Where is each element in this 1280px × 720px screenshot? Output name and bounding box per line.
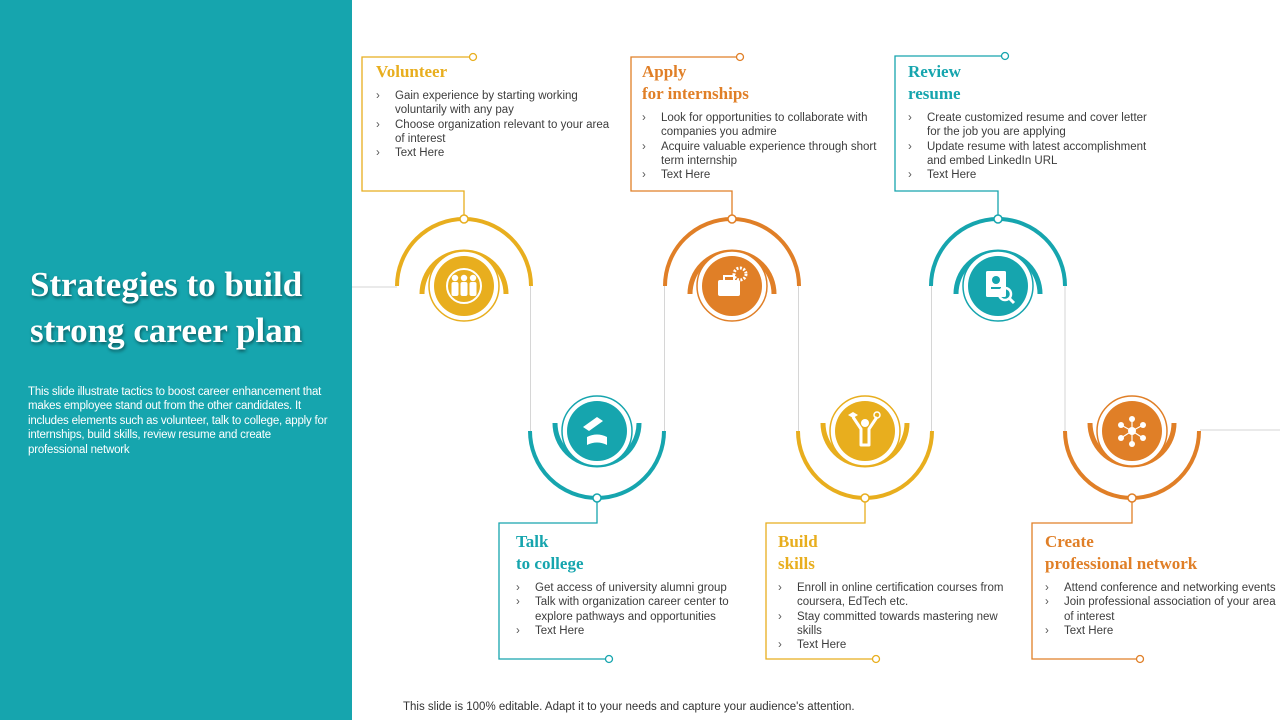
bullet-item: Text Here	[376, 146, 616, 161]
apex-dot	[993, 214, 1003, 224]
bullet-item: Text Here	[642, 168, 882, 183]
stage-heading: Talk to college	[516, 532, 584, 573]
icon-body	[451, 282, 459, 296]
bracket-end-dot	[1000, 51, 1010, 61]
icon-node	[1129, 416, 1135, 422]
icon-body	[460, 282, 468, 296]
stage-heading: Volunteer	[376, 62, 448, 81]
stage-heading: Apply for internships	[642, 62, 749, 103]
bullet-item: Acquire valuable experience through shor…	[642, 140, 882, 169]
left-panel: Strategies to build strong career plan T…	[0, 0, 352, 720]
icon-briefcase	[718, 280, 740, 296]
stage-text-talk-to-college: Talk to college Get access of university…	[516, 531, 756, 638]
stage-bullets: Create customized resume and cover lette…	[908, 111, 1148, 183]
bullet-item: Gain experience by starting working volu…	[376, 89, 616, 118]
stage-heading: Review resume	[908, 62, 961, 103]
bullet-item: Enroll in online certification courses f…	[778, 581, 1018, 610]
icon-diploma	[583, 417, 603, 431]
icon-disk	[835, 401, 895, 461]
briefcase-gear-icon	[718, 266, 748, 296]
bracket-line	[894, 55, 1001, 215]
icon-ring	[446, 268, 482, 304]
person-skills-icon	[848, 411, 881, 447]
resume-search-icon	[986, 271, 1016, 305]
stage-bullets: Enroll in online certification courses f…	[778, 581, 1018, 653]
bracket-line	[498, 502, 605, 660]
icon-node	[1140, 422, 1146, 428]
slide-title: Strategies to build strong career plan	[30, 265, 303, 350]
icon-body	[851, 416, 879, 447]
bullet-item: Look for opportunities to collaborate wi…	[642, 111, 882, 140]
icon-node	[1118, 435, 1124, 441]
bullet-item: Text Here	[516, 624, 756, 639]
apex-dot	[727, 214, 737, 224]
apex-dot	[860, 493, 870, 503]
bullet-item: Text Here	[778, 638, 1018, 653]
stage-bullets: Attend conference and networking events …	[1045, 581, 1280, 638]
apex-dot	[1127, 493, 1137, 503]
bullet-item: Text Here	[1045, 624, 1280, 639]
stage-text-review-resume: Review resume Create customized resume a…	[908, 61, 1148, 183]
footer-note: This slide is 100% editable. Adapt it to…	[403, 701, 855, 713]
stage-bullets: Look for opportunities to collaborate wi…	[642, 111, 882, 183]
network-icon	[1118, 416, 1146, 447]
bracket-end-dot	[468, 52, 478, 62]
icon-gear	[873, 411, 881, 419]
bracket-line	[765, 502, 872, 660]
stage-node	[361, 52, 533, 322]
bracket-line	[630, 56, 736, 215]
icon-head	[861, 419, 869, 427]
icon-disk	[567, 401, 627, 461]
icon-body	[469, 282, 477, 296]
icon-avatar	[992, 276, 1000, 284]
bullet-item: Update resume with latest accomplishment…	[908, 140, 1148, 169]
stage-heading: Build skills	[778, 532, 818, 573]
bullet-item: Talk with organization career center to …	[516, 595, 756, 624]
bullet-item: Choose organization relevant to your are…	[376, 118, 616, 147]
icon-cap	[848, 412, 858, 418]
stage-node	[498, 395, 666, 664]
icon-line	[991, 287, 1001, 289]
bracket-end-dot	[735, 52, 745, 62]
bullet-item: Join professional association of your ar…	[1045, 595, 1280, 624]
icon-lens-handle	[1007, 296, 1016, 305]
slide-description: This slide illustrate tactics to boost c…	[28, 386, 328, 456]
apex-dot	[592, 493, 602, 503]
icon-head	[460, 274, 468, 282]
icon-node	[1140, 435, 1146, 441]
stage-text-volunteer: Volunteer Gain experience by starting wo…	[376, 61, 616, 161]
bracket-end-dot	[1135, 654, 1145, 664]
bracket-line	[1031, 502, 1136, 660]
stage-text-create-network: Create professional network Attend confe…	[1045, 531, 1280, 638]
graduation-diploma-icon	[583, 417, 607, 445]
bracket-end-dot	[604, 654, 614, 664]
bullet-item: Get access of university alumni group	[516, 581, 756, 596]
icon-gear	[732, 266, 748, 282]
stage-node	[894, 51, 1067, 322]
icon-lens	[997, 286, 1013, 302]
stage-node	[630, 52, 801, 322]
icon-node	[1129, 441, 1135, 447]
bullet-item: Attend conference and networking events	[1045, 581, 1280, 596]
stage-node	[765, 395, 934, 664]
icon-node	[1118, 422, 1124, 428]
stage-bullets: Get access of university alumni group Ta…	[516, 581, 756, 638]
icon-head	[469, 274, 477, 282]
people-group-icon	[446, 268, 482, 304]
icon-book	[587, 434, 607, 445]
stage-text-build-skills: Build skills Enroll in online certificat…	[778, 531, 1018, 653]
stage-heading: Create professional network	[1045, 532, 1198, 573]
apex-dot	[459, 214, 469, 224]
stage-node	[1031, 395, 1201, 664]
bracket-line	[361, 56, 469, 215]
icon-head	[451, 274, 459, 282]
stage-bullets: Gain experience by starting working volu…	[376, 89, 616, 161]
bullet-item: Stay committed towards mastering new ski…	[778, 610, 1018, 639]
bullet-item: Text Here	[908, 168, 1148, 183]
bracket-end-dot	[871, 654, 881, 664]
bullet-item: Create customized resume and cover lette…	[908, 111, 1148, 140]
stage-text-apply-for-internships: Apply for internships Look for opportuni…	[642, 61, 882, 183]
